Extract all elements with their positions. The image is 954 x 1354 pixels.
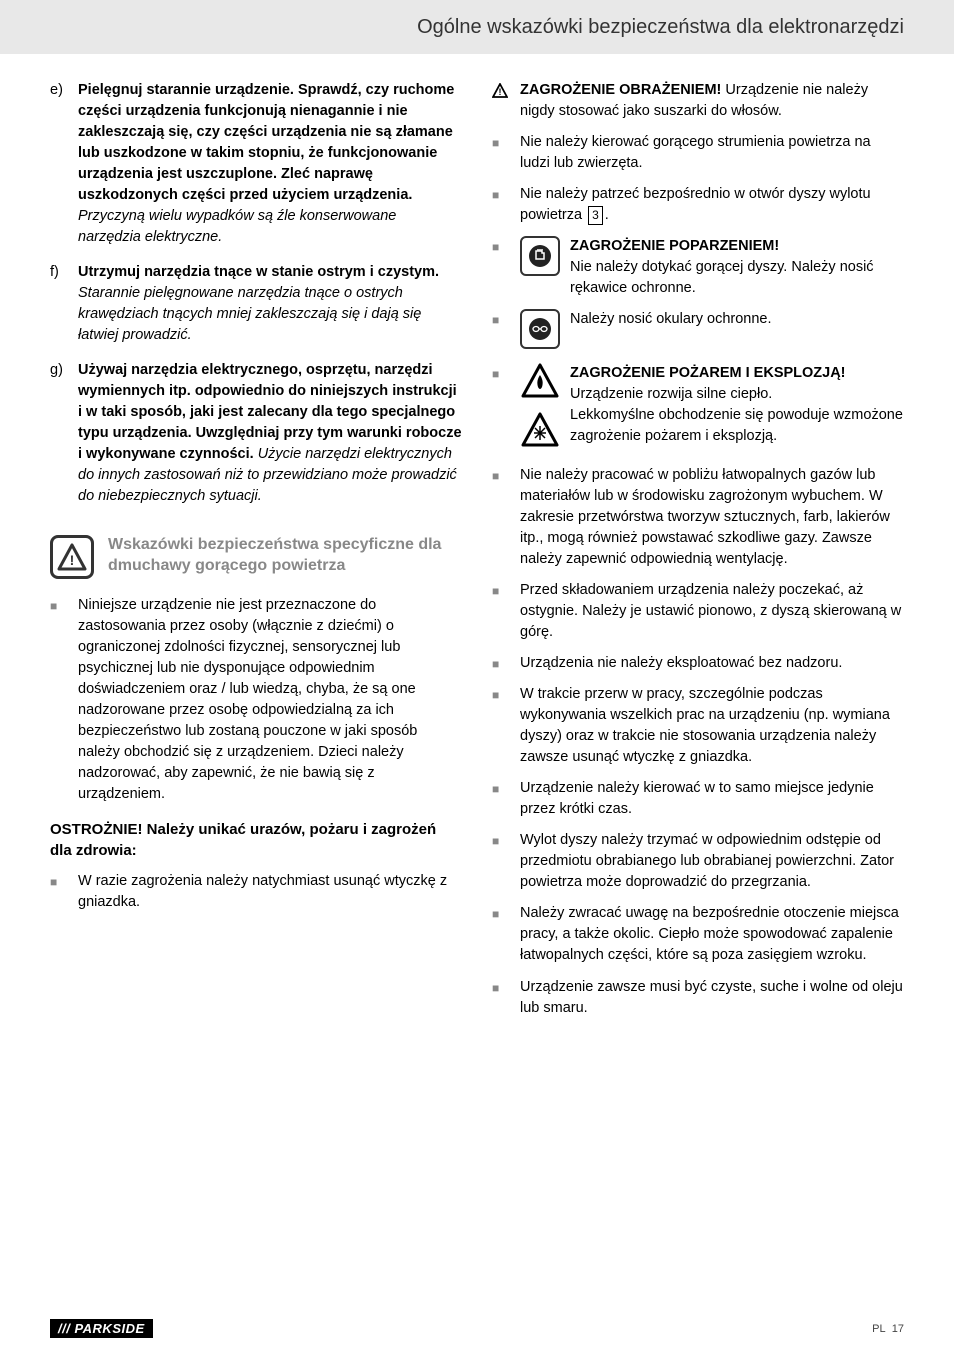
list-marker: e) [50,80,78,248]
bullet-marker-icon: ■ [492,778,520,820]
goggles-icon [520,309,560,349]
flame-triangle-icon [520,363,560,406]
bullet-item: ■ Nie należy kierować gorącego strumieni… [492,132,904,174]
item-italic: Starannie pielęgnowane narzędzia tnące o… [78,285,421,343]
text-a: Nie należy patrzeć bezpośrednio w otwór … [520,186,871,223]
fire-warning: ■ ZAGROŻENIE POŻAREM I EKSPLOZJĄ! Urządz… [492,363,904,455]
list-marker: f) [50,262,78,346]
list-item-g: g) Używaj narzędzia elektrycznego, osprz… [50,360,462,507]
burn-body-a: Nie należy dotykać gorącej dyszy. Należy… [570,257,904,299]
bullet-text: Niniejsze urządzenie nie jest przeznaczo… [78,595,462,805]
bullet-marker-icon: ■ [50,595,78,805]
section-heading: Wskazówki bezpieczeństwa specyficzne dla… [108,535,462,579]
glove-icon [520,236,560,276]
bullet-item: ■ W trakcie przerw w pracy, szczególnie … [492,684,904,768]
section-heading-box: ! Wskazówki bezpieczeństwa specyficzne d… [50,535,462,579]
bullet-marker-icon: ■ [492,236,520,299]
bullet-item: ■ Należy zwracać uwagę na bezpośrednie o… [492,903,904,966]
main-content: e) Pielęgnuj starannie urządzenie. Spraw… [0,54,954,1029]
goggles-text: Należy nosić okulary ochronne. [570,309,904,349]
item-bold: Pielęgnuj starannie urządzenie. Sprawdź,… [78,82,454,203]
bullet-marker-icon: ■ [492,465,520,570]
sub-heading: OSTROŻNIE! Należy unikać urazów, pożaru … [50,819,462,861]
footer: /// PARKSIDE PL 17 [50,1319,904,1338]
bullet-text: Należy zwracać uwagę na bezpośrednie oto… [520,903,904,966]
warn-text: ZAGROŻENIE OBRAŻENIEM! Urządzenie nie na… [520,80,904,122]
fire-text: ZAGROŻENIE POŻAREM I EKSPLOZJĄ! Urządzen… [570,363,904,455]
bullet-text: Nie należy patrzeć bezpośrednio w otwór … [520,184,904,226]
bullet-text: Nie należy kierować gorącego strumienia … [520,132,904,174]
bullet-item: ■ Urządzenie zawsze musi być czyste, suc… [492,977,904,1019]
burn-text: ZAGROŻENIE POPARZENIEM! Nie należy dotyk… [570,236,904,299]
bullet-marker-icon: ■ [492,132,520,174]
bullet-marker-icon: ■ [492,903,520,966]
list-body: Używaj narzędzia elektrycznego, osprzętu… [78,360,462,507]
warn-title: ZAGROŻENIE OBRAŻENIEM! [520,82,721,98]
right-column: ! ZAGROŻENIE OBRAŻENIEM! Urządzenie nie … [492,80,904,1029]
fire-b: Lekkomyślne obchodzenie się powoduje wzm… [570,405,904,447]
bullet-item: ■ Nie należy patrzeć bezpośrednio w otwó… [492,184,904,226]
page-header: Ogólne wskazówki bezpieczeństwa dla elek… [0,0,954,54]
intro-bullet: ■ Niniejsze urządzenie nie jest przeznac… [50,595,462,805]
bullet-text: Urządzenie zawsze musi być czyste, suche… [520,977,904,1019]
warning-triangle-icon: ! [50,535,94,579]
bullet-item: ■ Przed składowaniem urządzenia należy p… [492,580,904,643]
burn-warning: ■ ZAGROŻENIE POPARZENIEM! Nie należy dot… [492,236,904,299]
bullet-marker-icon: ■ [492,653,520,674]
list-body: Pielęgnuj starannie urządzenie. Sprawdź,… [78,80,462,248]
fire-a: Urządzenie rozwija silne ciepło. [570,386,772,402]
bullet-item: ■ Nie należy pracować w pobliżu łatwopal… [492,465,904,570]
warning-small-icon: ! [492,80,520,122]
bullet-marker-icon: ■ [492,184,520,226]
brand-logo: /// PARKSIDE [50,1319,153,1338]
bullet-text: W trakcie przerw w pracy, szczególnie po… [520,684,904,768]
bullet-marker-icon: ■ [492,580,520,643]
lang: PL [872,1323,885,1335]
bullet-text: W razie zagrożenia należy natychmiast us… [78,871,462,913]
ref-number: 3 [588,206,603,225]
bullet-text: Nie należy pracować w pobliżu łatwopalny… [520,465,904,570]
fire-title: ZAGROŻENIE POŻAREM I EKSPLOZJĄ! [570,365,846,381]
warn-injury: ! ZAGROŻENIE OBRAŻENIEM! Urządzenie nie … [492,80,904,122]
bullet-item: ■ Urządzenia nie należy eksploatować bez… [492,653,904,674]
list-item-f: f) Utrzymuj narzędzia tnące w stanie ost… [50,262,462,346]
text-b: . [605,207,609,223]
bullet-marker-icon: ■ [492,830,520,893]
item-bold: Utrzymuj narzędzia tnące w stanie ostrym… [78,264,439,280]
bullet-marker-icon: ■ [50,871,78,913]
bullet-marker-icon: ■ [492,363,520,455]
svg-text:!: ! [70,552,75,568]
item-italic: Przyczyną wielu wypadków są źle konserwo… [78,208,396,245]
bullet-text: Przed składowaniem urządzenia należy poc… [520,580,904,643]
bullet-marker-icon: ■ [492,684,520,768]
bullet-item: ■ Urządzenie należy kierować w to samo m… [492,778,904,820]
bullet-text: Wylot dyszy należy trzymać w odpowiednim… [520,830,904,893]
page-number: PL 17 [872,1323,904,1335]
list-item-e: e) Pielęgnuj starannie urządzenie. Spraw… [50,80,462,248]
bullet-text: Urządzenie należy kierować w to samo mie… [520,778,904,820]
goggles-warning: ■ Należy nosić okulary ochronne. [492,309,904,349]
sub-bullet: ■ W razie zagrożenia należy natychmiast … [50,871,462,913]
bullet-item: ■ Wylot dyszy należy trzymać w odpowiedn… [492,830,904,893]
pagenum: 17 [892,1323,904,1335]
bullet-marker-icon: ■ [492,309,520,349]
burst-triangle-icon [520,412,560,455]
list-body: Utrzymuj narzędzia tnące w stanie ostrym… [78,262,462,346]
list-marker: g) [50,360,78,507]
left-column: e) Pielęgnuj starannie urządzenie. Spraw… [50,80,462,1029]
svg-text:!: ! [499,87,502,97]
bullet-marker-icon: ■ [492,977,520,1019]
header-title: Ogólne wskazówki bezpieczeństwa dla elek… [417,16,904,39]
burn-title: ZAGROŻENIE POPARZENIEM! [570,238,779,254]
bullet-text: Urządzenia nie należy eksploatować bez n… [520,653,842,674]
